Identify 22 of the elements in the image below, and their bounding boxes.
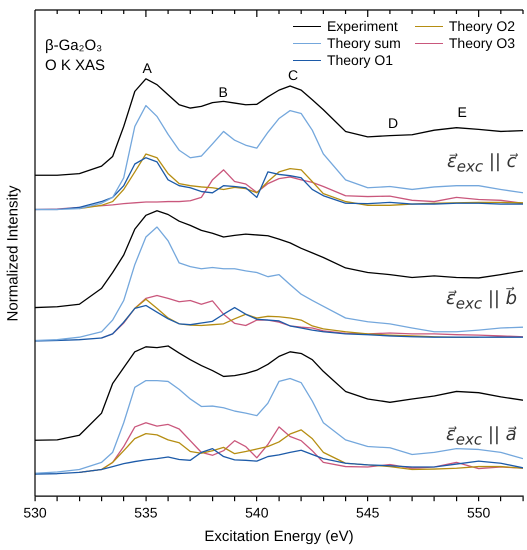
annotation: ε⃗$_{exc}$ || b⃗ xyxy=(446,288,518,312)
x-tick-label: 535 xyxy=(134,504,158,520)
annotation: E xyxy=(458,104,467,120)
x-tick-label: 550 xyxy=(466,504,491,520)
x-tick-label: 540 xyxy=(245,504,269,520)
annotation: ε⃗$_{exc}$ || a⃗ xyxy=(446,424,517,448)
legend-label: Theory sum xyxy=(326,35,401,52)
x-axis-title: Excitation Energy (eV) xyxy=(204,528,354,546)
text: A xyxy=(142,60,152,76)
annotation: D xyxy=(388,115,398,131)
annotation: C xyxy=(288,67,298,83)
legend-label: Theory O1 xyxy=(326,52,394,69)
annotation: ε⃗$_{exc}$ || c⃗ xyxy=(447,150,517,176)
legend-label: Theory O3 xyxy=(448,35,515,52)
annotation: B xyxy=(218,84,228,100)
legend-label: Experiment xyxy=(326,18,398,35)
chart-title: β-Ga₂O₃ xyxy=(45,37,102,54)
chart-subtitle: O K XAS xyxy=(45,57,106,74)
x-tick-label: 530 xyxy=(23,504,47,520)
legend-label: Theory O2 xyxy=(448,18,515,35)
y-axis-title: Normalized Intensity xyxy=(4,185,22,322)
x-tick-label: 545 xyxy=(356,504,380,520)
